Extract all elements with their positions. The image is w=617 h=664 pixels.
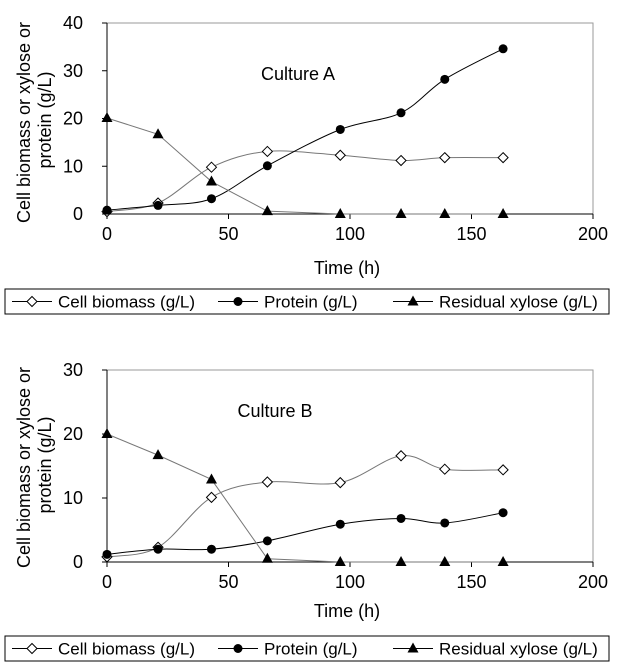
- chart-b-point-s0-2: [205, 491, 218, 504]
- chart-b-legend-marker-2: [407, 642, 419, 653]
- chart-b-point-s1-1: [153, 544, 163, 554]
- chart-a-point-s1-1: [153, 200, 163, 210]
- chart-b-marks: 0 10 20 30 0 50 100 150 200: [63, 360, 608, 592]
- chart-b-series-line-0: [106, 455, 504, 558]
- chart-culture-b: 0 10 20 30 0 50 100 150 200 Culture B Time (h) C…: [4, 360, 610, 662]
- chart-a-point-s2-2: [205, 175, 217, 186]
- chart-b-x-tick-label: 200: [578, 572, 608, 592]
- chart-a-legend-box: [4, 288, 610, 315]
- chart-a-point-s1-3: [262, 161, 272, 171]
- chart-a-annotation: Culture A: [261, 64, 335, 84]
- chart-b-point-s1-3: [262, 536, 272, 546]
- chart-b-x-tick-label: 150: [456, 572, 486, 592]
- chart-a-plot-frame: [106, 22, 594, 215]
- chart-b-y-axis-label: Cell biomass or xylose or protein (g/L): [14, 362, 55, 568]
- chart-a-y-tick-label: 0: [73, 204, 83, 224]
- chart-culture-a: 0 10 20 30 40 0 50 100 150 200 Culture A Time (h)…: [4, 13, 610, 315]
- chart-a-y-tick-label: 10: [63, 156, 83, 176]
- chart-b-point-s0-4: [334, 476, 346, 489]
- chart-b-legend-box: [4, 635, 610, 662]
- chart-b-point-s2-7: [497, 556, 509, 566]
- chart-b-point-s2-4: [334, 556, 346, 566]
- chart-a-point-s1-6: [440, 74, 450, 84]
- chart-a-point-s2-7: [497, 208, 509, 218]
- chart-a-y-tick-label: 40: [63, 13, 83, 33]
- chart-a-point-s2-1: [152, 128, 164, 139]
- chart-b-point-s0-3: [261, 476, 274, 488]
- chart-b-series-line-1: [106, 512, 504, 555]
- chart-a-point-s0-6: [439, 151, 451, 164]
- chart-a-series-line-2: [106, 117, 504, 215]
- chart-a-y-tick-label: 20: [63, 109, 83, 129]
- chart-a-x-tick-label: 0: [102, 224, 112, 244]
- chart-b-x-tick-label: 100: [335, 572, 365, 592]
- chart-b-point-s0-5: [395, 450, 407, 462]
- chart-a-x-tick-label: 200: [578, 224, 608, 244]
- chart-b-point-s2-5: [395, 556, 407, 566]
- chart-a-x-tick-label: 100: [335, 224, 365, 244]
- chart-a-legend-marker-0: [26, 295, 38, 308]
- chart-a-x-tick-label: 150: [456, 224, 486, 244]
- chart-b-point-s2-1: [152, 449, 164, 460]
- chart-b-point-s0-6: [439, 463, 451, 475]
- chart-a-point-s0-3: [261, 145, 274, 158]
- chart-a-point-s1-0: [102, 205, 112, 215]
- chart-a-point-s0-5: [395, 154, 407, 167]
- chart-b-point-s2-6: [439, 556, 451, 566]
- chart-b-y-tick-label: 10: [63, 488, 83, 508]
- chart-a-legend: Cell biomass (g/L) Protein (g/L) Residual …: [4, 288, 610, 315]
- chart-b-point-s1-4: [335, 519, 345, 529]
- chart-b-plot-frame: [106, 369, 594, 563]
- chart-b-point-s2-3: [261, 552, 273, 563]
- chart-a-point-s2-4: [334, 208, 346, 218]
- chart-b-annotation: Culture B: [237, 401, 312, 421]
- chart-b-y-tick-label: 20: [63, 424, 83, 444]
- chart-b-point-s1-7: [498, 508, 508, 518]
- chart-a-point-s2-3: [261, 205, 273, 216]
- chart-b-point-s1-5: [396, 513, 406, 523]
- chart-b-x-tick-label: 0: [102, 572, 112, 592]
- chart-a-point-s2-5: [395, 208, 407, 218]
- chart-a-point-s1-5: [396, 108, 406, 118]
- chart-a-legend-label-0: Cell biomass (g/L): [58, 293, 195, 312]
- chart-a-x-tick-label: 50: [218, 224, 238, 244]
- chart-a-point-s0-2: [205, 161, 218, 173]
- chart-b-series-line-2: [106, 433, 504, 563]
- chart-a-legend-label-2: Residual xylose (g/L): [439, 293, 598, 312]
- chart-b-y-tick-label: 30: [63, 360, 83, 380]
- chart-a-point-s1-2: [206, 194, 216, 204]
- chart-b-legend-marker-1: [233, 644, 243, 653]
- chart-a-legend-marker-1: [233, 297, 243, 306]
- chart-a-y-tick-label: 30: [63, 61, 83, 81]
- chart-a-point-s2-0: [101, 112, 113, 123]
- chart-b-point-s0-7: [497, 464, 509, 476]
- chart-a-point-s1-7: [498, 44, 508, 54]
- chart-a-y-axis-label: Cell biomass or xylose or protein (g/L): [14, 17, 55, 223]
- chart-b-legend-label-1: Protein (g/L): [264, 640, 358, 659]
- chart-a-legend-marker-2: [407, 295, 419, 306]
- chart-a-point-s0-4: [334, 149, 346, 161]
- chart-b-point-s1-0: [102, 549, 112, 559]
- chart-a-point-s1-4: [335, 124, 345, 134]
- chart-b-point-s1-6: [440, 518, 450, 528]
- chart-a-legend-label-1: Protein (g/L): [264, 293, 358, 312]
- chart-b-legend-label-0: Cell biomass (g/L): [58, 640, 195, 659]
- chart-a-x-axis-label: Time (h): [314, 258, 380, 278]
- chart-a-point-s2-6: [439, 208, 451, 218]
- chart-b-legend-label-2: Residual xylose (g/L): [439, 640, 598, 659]
- chart-a-series-line-0: [106, 150, 504, 213]
- chart-b-x-axis-label: Time (h): [314, 601, 380, 621]
- chart-b-legend-marker-0: [26, 642, 38, 655]
- chart-b-point-s2-2: [205, 473, 217, 484]
- chart-b-legend: Cell biomass (g/L) Protein (g/L) Residual …: [4, 635, 610, 662]
- chart-b-x-tick-label: 50: [218, 572, 238, 592]
- chart-a-marks: 0 10 20 30 40 0 50 100 150 200: [63, 13, 608, 244]
- chart-b-point-s2-0: [101, 428, 113, 438]
- chart-b-y-tick-label: 0: [73, 552, 83, 572]
- chart-b-point-s1-2: [206, 544, 216, 554]
- chart-a-point-s0-7: [497, 151, 509, 164]
